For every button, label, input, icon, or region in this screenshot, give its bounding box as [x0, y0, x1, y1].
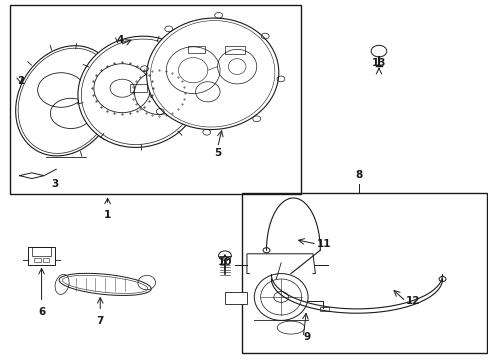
Bar	[32, 247, 51, 256]
Bar	[224, 46, 244, 54]
Bar	[224, 292, 246, 304]
Bar	[242, 193, 486, 353]
Ellipse shape	[59, 273, 151, 296]
Ellipse shape	[254, 274, 307, 320]
Text: 8: 8	[355, 170, 362, 180]
Bar	[129, 84, 146, 92]
Bar	[320, 307, 328, 311]
Ellipse shape	[78, 36, 201, 147]
Text: 10: 10	[217, 257, 232, 267]
Ellipse shape	[370, 45, 386, 57]
Text: 4: 4	[116, 35, 123, 45]
Text: 13: 13	[371, 58, 386, 68]
Bar	[28, 247, 55, 265]
Ellipse shape	[218, 251, 231, 260]
Text: 3: 3	[51, 179, 59, 189]
Text: 2: 2	[17, 76, 24, 86]
Ellipse shape	[146, 18, 278, 130]
Text: 12: 12	[405, 296, 420, 306]
Ellipse shape	[16, 46, 116, 156]
Text: 6: 6	[38, 307, 45, 317]
Bar	[10, 5, 300, 194]
Text: 11: 11	[316, 239, 331, 249]
Bar	[34, 258, 41, 262]
Text: 9: 9	[303, 332, 310, 342]
Text: 7: 7	[96, 316, 104, 326]
Bar	[188, 46, 205, 53]
Text: 1: 1	[104, 210, 111, 220]
Bar	[42, 258, 49, 262]
Text: 5: 5	[214, 148, 221, 158]
Polygon shape	[20, 173, 44, 179]
